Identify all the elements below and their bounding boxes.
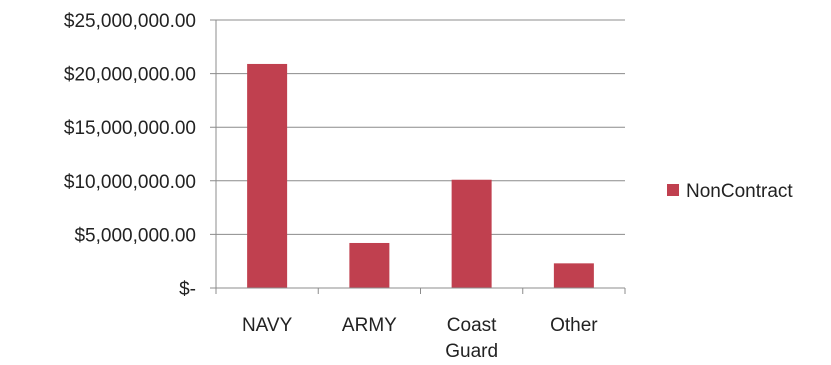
- y-tick-label: $10,000,000.00: [64, 172, 196, 193]
- y-axis-tick-labels: $- $5,000,000.00 $10,000,000.00 $15,000,000…: [64, 11, 196, 300]
- bar-other: [554, 263, 594, 288]
- y-tick-label: $15,000,000.00: [64, 118, 196, 139]
- legend-label-noncontract: NonContract: [686, 181, 793, 202]
- y-tick-label: $5,000,000.00: [74, 225, 196, 246]
- x-axis-category-labels: NAVY ARMY Coast Guard Other: [242, 315, 598, 362]
- bar-coast-guard: [452, 180, 492, 288]
- bar-navy: [247, 64, 287, 288]
- y-tick-label: $20,000,000.00: [64, 65, 196, 86]
- legend-swatch-noncontract: [667, 184, 679, 196]
- x-category-label: NAVY: [242, 315, 293, 336]
- legend: NonContract: [667, 181, 793, 202]
- x-category-label: ARMY: [342, 315, 397, 336]
- x-category-label: Coast Guard: [445, 315, 498, 362]
- bars: [247, 64, 594, 288]
- y-tick-label: $-: [179, 279, 196, 300]
- bar-army: [349, 243, 389, 288]
- y-tick-label: $25,000,000.00: [64, 11, 196, 32]
- x-category-label: Other: [550, 315, 598, 336]
